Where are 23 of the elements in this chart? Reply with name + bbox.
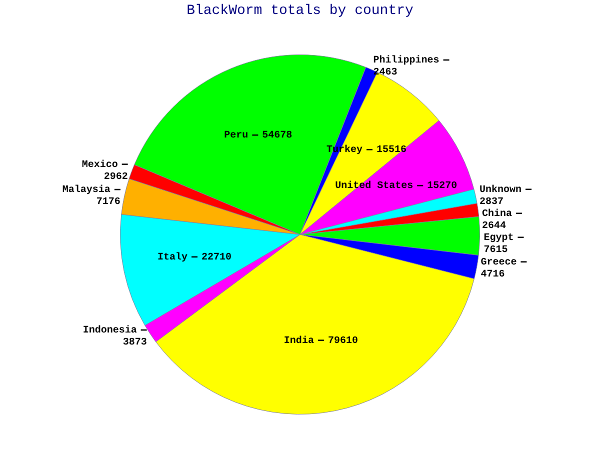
slice-label: China xyxy=(482,208,512,220)
slice-label: Italy xyxy=(157,251,188,264)
slice-label: Peru xyxy=(224,130,248,142)
data-label: 22710 xyxy=(202,252,232,264)
data-label: 7176 xyxy=(96,197,120,208)
slice-label: India xyxy=(284,334,314,347)
slice-label: Philippines xyxy=(373,54,440,66)
data-label: 4716 xyxy=(480,269,505,280)
data-label: 2962 xyxy=(104,172,128,183)
data-label: 54678 xyxy=(262,130,292,142)
data-label: 79610 xyxy=(328,336,358,347)
data-label: 7615 xyxy=(484,244,508,256)
slice-label: Malaysia xyxy=(62,184,110,196)
data-label: 2837 xyxy=(480,196,504,208)
slice-label: Mexico xyxy=(82,158,118,171)
data-label: 3873 xyxy=(122,338,147,349)
slice-label: Greece xyxy=(480,257,517,268)
slice-label: Egypt xyxy=(484,232,514,244)
data-label: 2644 xyxy=(482,220,506,232)
slice-label: Unknown xyxy=(480,184,522,196)
data-label: 15270 xyxy=(427,181,458,192)
slice-label: Indonesia xyxy=(82,324,137,337)
chart-title: BlackWorm totals by country xyxy=(186,2,414,21)
